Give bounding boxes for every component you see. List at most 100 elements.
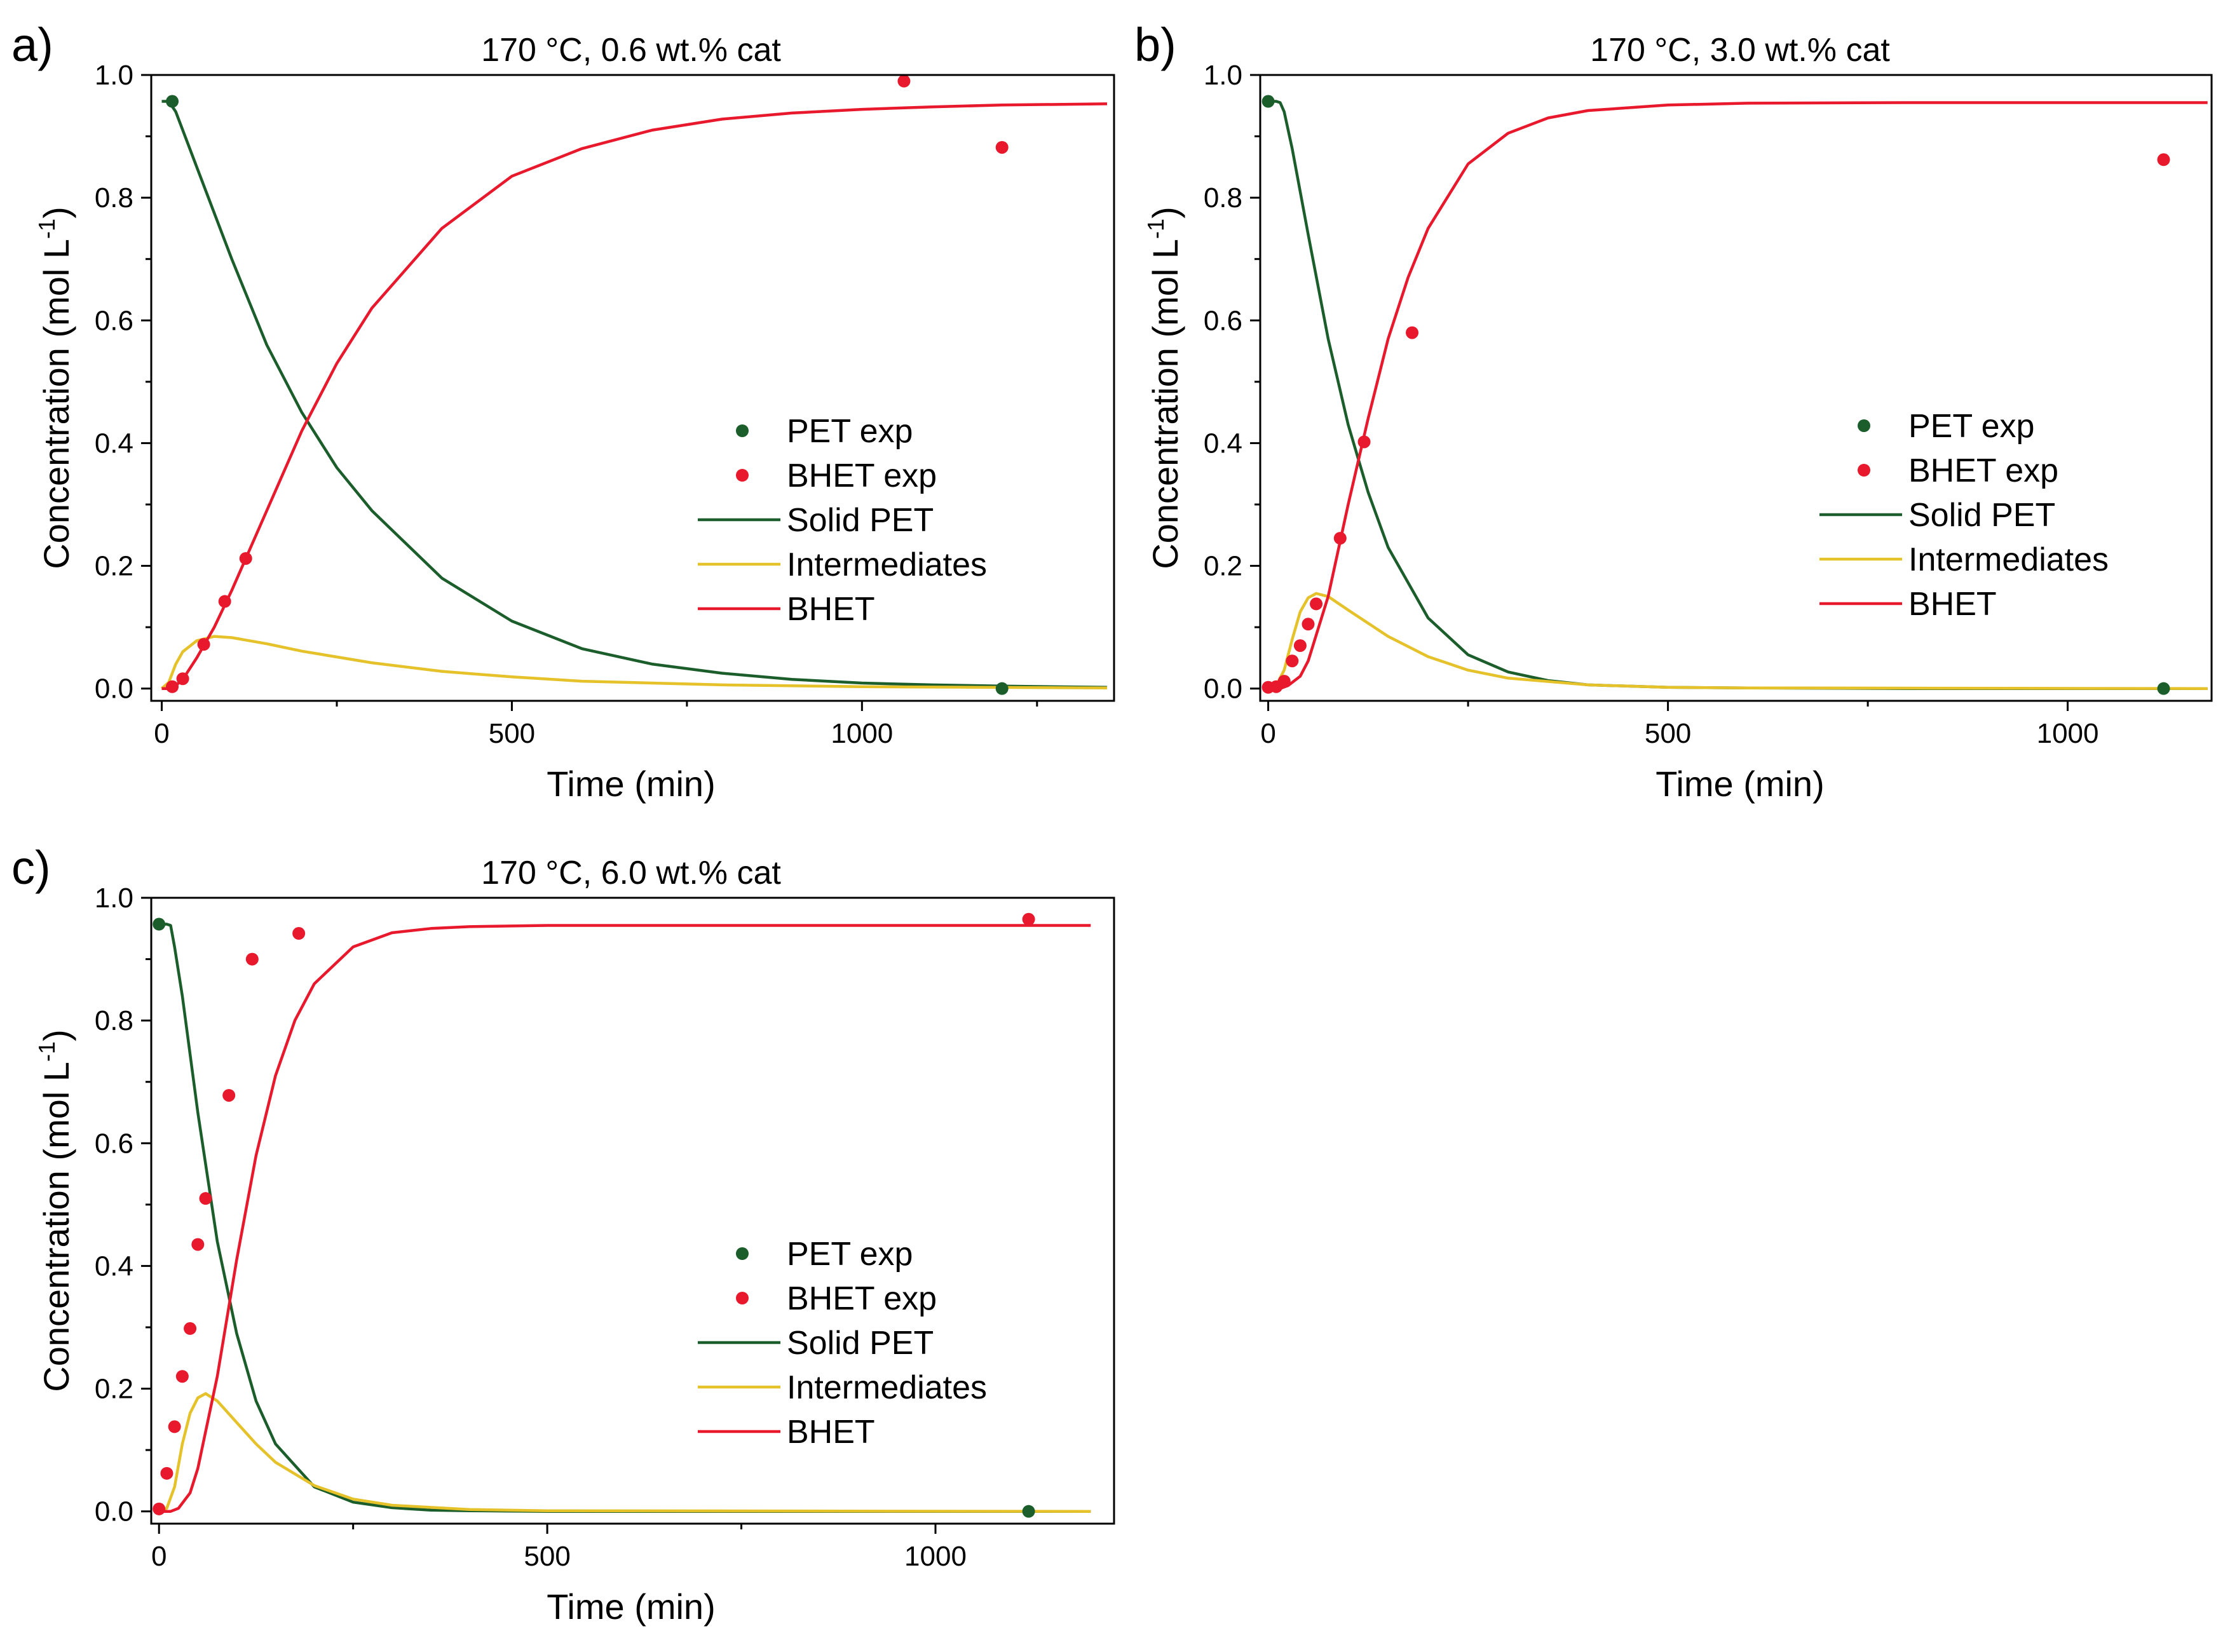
data-point-pet-exp [1261,95,1275,108]
x-axis-title: Time (min) [1656,764,1824,804]
series-line-solid-pet [161,100,1108,689]
data-point-bhet-exp [176,672,189,686]
plot-area [161,75,1108,695]
y-tick-label: 0.2 [95,1374,133,1405]
data-point-bhet-exp [1310,597,1323,611]
data-point-bhet-exp [239,552,252,565]
series-line-bhet [161,102,1108,690]
panel-title: 170 °C, 0.6 wt.% cat [481,32,781,69]
y-tick-label: 0.8 [95,182,133,213]
data-point-pet-exp [995,682,1009,695]
legend-label: BHET [1908,586,1997,623]
y-tick-label: 1.0 [95,60,133,91]
y-tick-label: 0.6 [1204,305,1242,336]
y-tick-label: 0.8 [95,1005,133,1036]
data-point-bhet-exp [166,680,179,693]
legend-marker-pet-exp [736,1247,749,1260]
legend-label: Solid PET [787,1325,934,1362]
panel-label: b) [1134,18,1176,71]
panel-label: c) [11,841,51,894]
y-axis-title-main: Concentration (mol L [36,239,76,569]
y-tick-label: 0.6 [95,1128,133,1159]
y-axis-title-main: Concentration (mol L [36,1062,76,1392]
legend-label: PET exp [787,1236,913,1273]
plot-frame [150,897,1115,1525]
x-tick-label: 500 [1645,718,1691,749]
data-point-bhet-exp [995,140,1009,154]
chart-panel-c: 0 500 1000 0.0 0.2 0.4 0.6 0.8 1.0 170 °C, 6.0 wt… [11,841,1115,1627]
x-tick-label: 500 [524,1541,570,1572]
panel-label: a) [11,18,53,71]
legend-label: Solid PET [1908,497,2055,534]
data-point-bhet-exp [160,1466,173,1480]
y-tick-label: 0.2 [1204,551,1242,582]
panel-title: 170 °C, 6.0 wt.% cat [481,855,781,891]
chart-panel-a: 0 500 1000 0.0 0.2 0.4 0.6 0.8 1.0 170 °C, 0.6 wt… [11,18,1115,804]
legend-marker-bhet-exp [736,1292,749,1304]
y-tick-label: 0.0 [95,674,133,705]
y-axis-title-superscript: -1 [1143,219,1169,239]
y-tick-label: 1.0 [1204,60,1242,91]
legend-label: BHET [787,1414,875,1451]
data-point-pet-exp [2157,682,2170,695]
y-tick-label: 0.4 [95,428,133,459]
y-tick-label: 1.0 [95,883,133,914]
data-point-bhet-exp [153,1502,166,1515]
data-point-bhet-exp [1286,654,1299,668]
data-point-bhet-exp [1293,639,1307,653]
x-tick-label: 1000 [904,1541,967,1572]
plot-frame [150,74,1115,702]
legend-label: Solid PET [787,502,934,539]
x-tick-label: 500 [489,718,535,749]
plot-frame [1259,74,2213,702]
data-point-bhet-exp [199,1192,212,1205]
data-point-bhet-exp [222,1088,236,1102]
y-tick-label: 0.6 [95,305,133,336]
y-axis-title-end: ) [36,1029,76,1041]
series-line-intermediates [161,635,1108,690]
data-point-pet-exp [166,95,179,108]
data-point-bhet-exp [184,1322,197,1335]
x-tick-label: 0 [154,718,169,749]
legend-label: PET exp [1908,408,2034,445]
legend-label: Intermediates [1908,541,2109,578]
data-point-bhet-exp [1333,532,1347,545]
legend-label: BHET exp [787,1280,937,1317]
y-tick-label: 0.4 [95,1250,133,1282]
data-point-bhet-exp [1302,618,1315,631]
data-point-bhet-exp [197,638,210,651]
y-tick-label: 0.2 [95,551,133,582]
legend-label: BHET exp [1908,452,2058,489]
x-tick-label: 1000 [2037,718,2099,749]
data-point-bhet-exp [218,595,231,608]
chart-panel-b: 0 500 1000 0.0 0.2 0.4 0.6 0.8 1.0 170 °C, 3.0 wt… [1134,18,2213,804]
y-axis-title-superscript: -1 [34,1041,60,1062]
data-point-bhet-exp [191,1238,205,1251]
y-tick-label: 0.8 [1204,182,1242,213]
legend-marker-bhet-exp [1858,464,1870,477]
data-point-bhet-exp [1406,326,1419,339]
legend-label: BHET [787,591,875,628]
y-tick-label: 0.4 [1204,428,1242,459]
data-point-bhet-exp [2157,153,2170,166]
data-point-bhet-exp [175,1370,189,1383]
data-point-bhet-exp [245,952,259,966]
data-point-bhet-exp [897,75,911,88]
y-tick-label: 0.0 [95,1496,133,1527]
data-point-pet-exp [153,917,166,931]
y-axis-title: Concentration (mol L-1) [34,1029,76,1391]
legend-label: PET exp [787,413,913,450]
plot-area [153,912,1091,1518]
x-axis-title: Time (min) [547,764,715,804]
y-axis-title-main: Concentration (mol L [1145,239,1185,569]
legend-label: Intermediates [787,546,987,583]
data-point-bhet-exp [1357,435,1371,449]
series-line-bhet [159,924,1091,1513]
legend-marker-bhet-exp [736,469,749,482]
legend-marker-pet-exp [736,424,749,437]
x-tick-label: 0 [1260,718,1275,749]
y-axis-title: Concentration (mol L-1) [34,207,76,569]
panel-title: 170 °C, 3.0 wt.% cat [1590,32,1890,69]
y-axis-title-end: ) [36,207,76,219]
